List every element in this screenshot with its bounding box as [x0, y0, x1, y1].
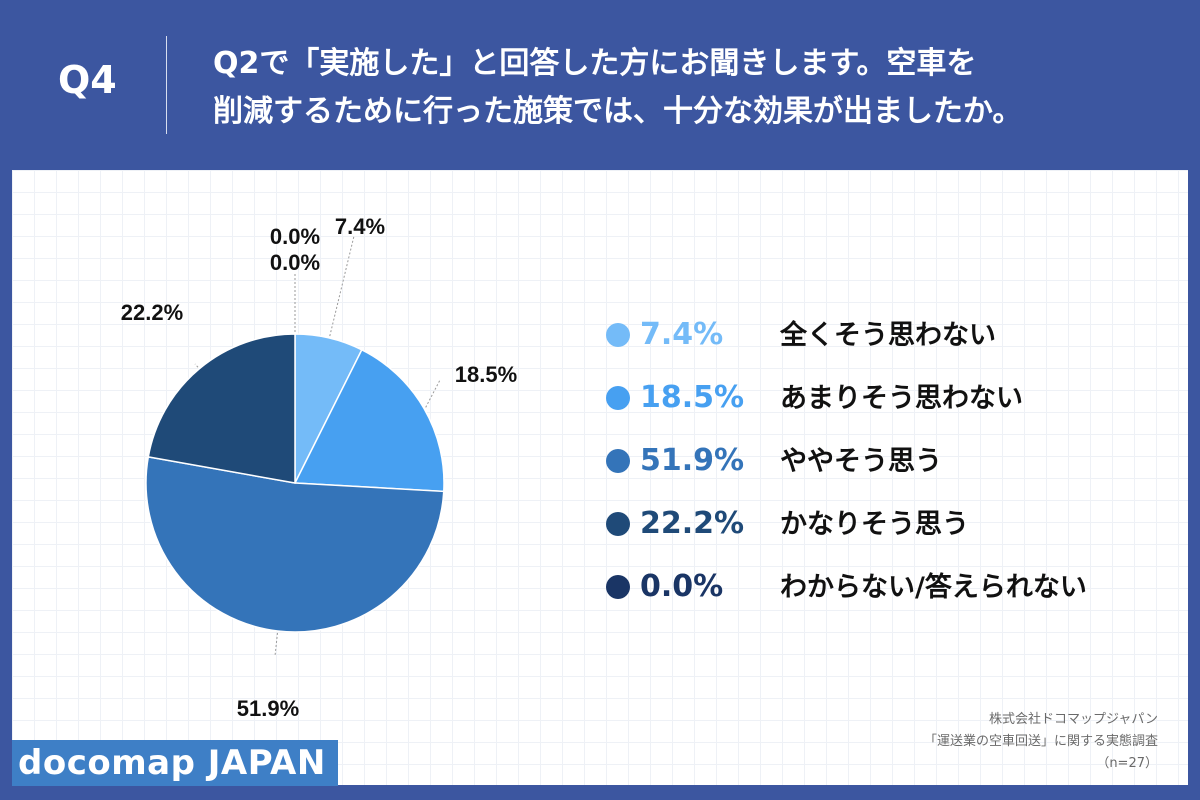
pie-data-label: 0.0%: [270, 224, 320, 249]
legend-label: 全くそう思わない: [780, 320, 996, 351]
question-number: Q4: [58, 58, 117, 102]
legend-item: 0.0% わからない/答えられない: [602, 567, 1162, 630]
leader-line: [425, 379, 441, 408]
legend-percent: 7.4%: [640, 317, 724, 352]
source-company: 株式会社ドコマップジャパン: [988, 712, 1158, 727]
pie-data-label: 0.0%: [270, 250, 320, 275]
leader-line: [194, 363, 199, 368]
source-note: 株式会社ドコマップジャパン 「運送業の空車回送」に関する実態調査 （n=27）: [924, 709, 1158, 775]
chart-panel: 7.4% 18.5% 51.9% 22.2% 0.0% 0.0% 7.4% 全くそう思わない…: [12, 170, 1188, 785]
legend-label: わからない/答えられない: [780, 572, 1087, 603]
legend-percent: 18.5%: [640, 380, 745, 415]
legend-label: ややそう思う: [780, 446, 942, 477]
legend-color-dot: [606, 386, 630, 410]
pie-data-label: 7.4%: [335, 214, 385, 239]
legend-color-dot: [606, 575, 630, 599]
legend-item: 18.5% あまりそう思わない: [602, 378, 1162, 441]
question-text: Q2で「実施した」と回答した方にお聞きします。空車を 削減するために行った施策で…: [213, 40, 1173, 136]
header-divider: [166, 36, 167, 134]
pie-slice: [145, 456, 445, 633]
legend-percent: 0.0%: [640, 569, 724, 604]
legend-color-dot: [606, 323, 630, 347]
docomap-logo: docomap JAPAN: [12, 740, 338, 786]
question-line-2: 削減するために行った施策では、十分な効果が出ましたか。: [213, 94, 1023, 129]
leader-line: [329, 235, 355, 337]
source-survey: 「運送業の空車回送」に関する実態調査: [923, 734, 1158, 749]
legend-label: かなりそう思う: [780, 509, 969, 540]
legend-percent: 22.2%: [640, 506, 745, 541]
legend-color-dot: [606, 449, 630, 473]
pie-data-label: 22.2%: [121, 300, 183, 325]
legend-color-dot: [606, 512, 630, 536]
legend-item: 22.2% かなりそう思う: [602, 504, 1162, 567]
pie-data-label: 51.9%: [237, 696, 299, 721]
pie-slice: [293, 348, 445, 493]
pie-data-label: 18.5%: [455, 362, 517, 387]
pie-chart: 7.4% 18.5% 51.9% 22.2% 0.0%0.0%: [121, 214, 517, 721]
leader-line: [274, 632, 278, 657]
header: Q4 Q2で「実施した」と回答した方にお聞きします。空車を 削減するために行った…: [0, 0, 1200, 170]
question-line-1: Q2で「実施した」と回答した方にお聞きします。空車を: [213, 46, 977, 81]
legend-percent: 51.9%: [640, 443, 745, 478]
legend: 7.4% 全くそう思わない 18.5% あまりそう思わない 51.9% ややそう思う 22.…: [602, 315, 1162, 630]
legend-item: 51.9% ややそう思う: [602, 441, 1162, 504]
pie-slice: [147, 333, 296, 484]
legend-item: 7.4% 全くそう思わない: [602, 315, 1162, 378]
legend-label: あまりそう思わない: [780, 383, 1023, 414]
source-sample-size: （n=27）: [1096, 756, 1158, 771]
